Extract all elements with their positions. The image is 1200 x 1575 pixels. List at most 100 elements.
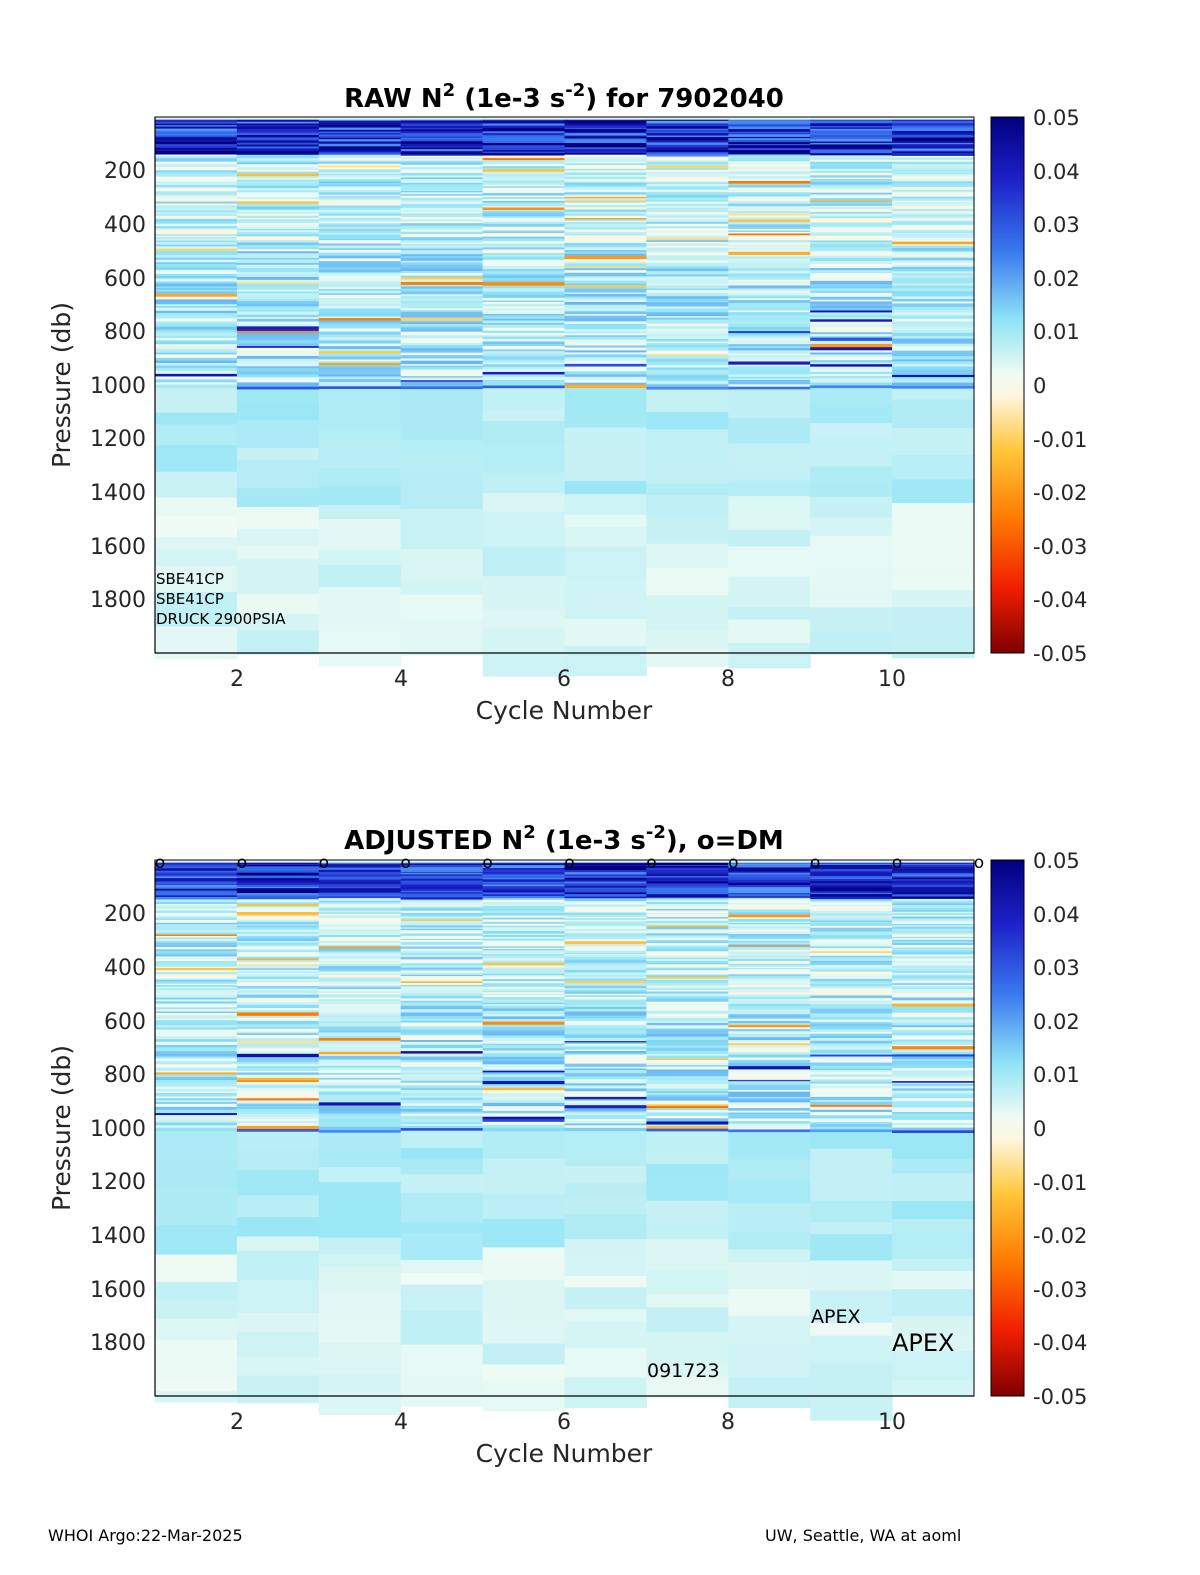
heatmap-cell (400, 284, 484, 287)
heatmap-cell (810, 1085, 893, 1089)
dm-marker: o (564, 853, 574, 873)
heatmap-cell (482, 219, 566, 223)
heatmap-cell (236, 374, 320, 378)
heatmap-cell (318, 872, 402, 876)
heatmap-cell (892, 361, 975, 365)
heatmap-cell (564, 186, 647, 189)
heatmap-cell (892, 428, 975, 456)
heatmap-cell (646, 279, 729, 283)
heatmap-cell (892, 214, 975, 218)
heatmap-cell (318, 906, 402, 909)
heatmap-cell (728, 378, 811, 381)
heatmap-cell (236, 119, 320, 122)
heatmap-cell (564, 618, 647, 647)
heatmap-cell (728, 980, 811, 983)
heatmap-cell (482, 576, 566, 610)
heatmap-cell (482, 1043, 566, 1046)
heatmap-cell (728, 1066, 811, 1070)
y-tick-labels: 200 400 600 800 1000 1200 1400 1600 1800 (90, 902, 146, 1356)
heatmap-cell (564, 1094, 647, 1098)
heatmap-cell (318, 120, 402, 123)
heatmap-cell (728, 131, 811, 134)
heatmap-cell (155, 1225, 238, 1256)
heatmap-cell (318, 1121, 402, 1126)
heatmap-cell (155, 984, 238, 988)
y-tick-label: 1200 (90, 1170, 146, 1195)
heatmap-cell (236, 1217, 320, 1237)
heatmap-cell (318, 138, 402, 140)
heatmap-cell (318, 119, 402, 122)
heatmap-cell (482, 332, 566, 336)
heatmap-cell (892, 251, 975, 255)
heatmap-cell (155, 896, 238, 900)
heatmap-cell (155, 1009, 238, 1013)
heatmap-cell (810, 988, 893, 992)
heatmap-cell (892, 309, 975, 314)
heatmap-cell (564, 211, 647, 215)
heatmap-cell (728, 156, 811, 160)
heatmap-cell (318, 891, 402, 893)
heatmap-cell (728, 145, 811, 148)
colorbar-tick-labels: 0.05 0.04 0.03 0.02 0.01 0 -0.01 -0.02 -… (1033, 849, 1087, 1409)
heatmap-cell (236, 1098, 320, 1101)
heatmap-cell (728, 128, 811, 131)
heatmap-cell (236, 1103, 320, 1107)
heatmap-cell (810, 267, 893, 271)
heatmap-cell (728, 235, 811, 239)
heatmap-cell (810, 1062, 893, 1067)
heatmap-cell (318, 167, 402, 170)
heatmap-cell (400, 257, 484, 262)
heatmap-cell (236, 306, 320, 309)
heatmap-cell (400, 984, 484, 987)
heatmap-cell (400, 206, 484, 209)
heatmap-cell (155, 210, 238, 213)
heatmap-cell (728, 1091, 811, 1096)
heatmap-cell (482, 915, 566, 919)
heatmap-cell (728, 1074, 811, 1079)
heatmap-cell (155, 1282, 238, 1301)
y-tick-label: 400 (104, 213, 146, 238)
heatmap-cell (646, 266, 729, 270)
heatmap-cell (482, 179, 566, 181)
heatmap-cell (728, 903, 811, 905)
heatmap-cell (155, 248, 238, 252)
heatmap-cell (892, 983, 975, 986)
heatmap-cell (564, 308, 647, 312)
heatmap-cell (236, 205, 320, 208)
heatmap-cell (728, 376, 811, 380)
colorbar-gradient (990, 116, 1025, 654)
heatmap-cell (482, 1014, 566, 1017)
heatmap-cell (318, 1132, 402, 1150)
heatmap-cell (400, 1062, 484, 1065)
heatmap-cell (400, 472, 484, 485)
heatmap-cell (155, 878, 238, 881)
heatmap-cell (564, 1076, 647, 1080)
heatmap-cell (236, 1148, 320, 1171)
heatmap-cell (236, 1041, 320, 1045)
heatmap-cell (400, 969, 484, 972)
heatmap-cell (810, 1031, 893, 1035)
heatmap-cell (728, 226, 811, 230)
heatmap-cell (892, 1351, 975, 1381)
heatmap-cell (236, 1117, 320, 1120)
heatmap-cell (236, 593, 320, 615)
heatmap-cell (400, 276, 484, 280)
heatmap-cell (318, 898, 402, 902)
heatmap-cell (728, 148, 811, 151)
heatmap-cell (728, 1100, 811, 1103)
heatmap-cell (564, 277, 647, 282)
heatmap-cell (318, 236, 402, 240)
heatmap-cell (564, 863, 647, 866)
heatmap-cell (646, 325, 729, 329)
heatmap-cell (892, 879, 975, 882)
heatmap-cell (564, 339, 647, 344)
heatmap-cell (646, 241, 729, 245)
heatmap-cell (482, 1072, 566, 1075)
heatmap-cell (728, 321, 811, 324)
heatmap-cell (646, 230, 729, 234)
heatmap-cell (400, 951, 484, 954)
heatmap-cell (892, 945, 975, 949)
heatmap-cell (892, 982, 975, 984)
heatmap-cell (482, 1169, 566, 1196)
